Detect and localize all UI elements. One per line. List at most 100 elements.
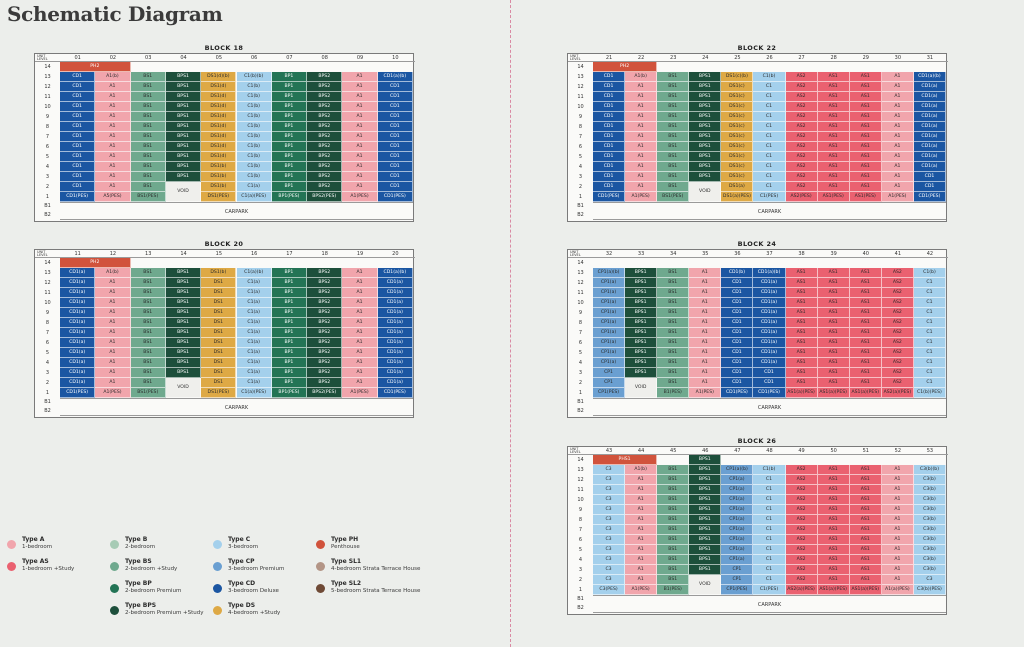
- unit-cell: AS1: [817, 378, 850, 388]
- unit-cell: A1: [881, 495, 914, 505]
- unit-cell: BS1(PES): [130, 388, 166, 398]
- unit-cell: C3: [593, 475, 626, 485]
- unit-cell: CD1: [60, 102, 96, 112]
- unit-cell: B1(PES): [657, 388, 690, 398]
- unit-cell: BS1: [130, 72, 166, 82]
- unit-cell: BS1: [657, 555, 690, 565]
- unit-cell: DS1: [201, 298, 237, 308]
- unit-cell: BPS1: [689, 82, 722, 92]
- unit-cell: C3(b): [913, 535, 946, 545]
- unit-cell: A1: [689, 318, 722, 328]
- unit-cell: C1: [913, 278, 946, 288]
- legend-type-desc: 3-bedroom Deluxe: [228, 588, 279, 594]
- unit-cell: CD1: [60, 122, 96, 132]
- unit-cell: AS1: [817, 545, 850, 555]
- unit-cell: BPS1: [165, 288, 202, 298]
- unit-cell: AS2: [785, 515, 818, 525]
- unit-cell: BS1: [657, 92, 690, 102]
- unit-cell: AS2(a)(PES): [881, 388, 914, 398]
- unit-cell: CD1(a)(b): [377, 268, 413, 278]
- unit-cell: CD1(a): [60, 288, 96, 298]
- unit-cell: A1: [881, 475, 914, 485]
- unit-cell: A1: [95, 348, 131, 358]
- unit-cell: C1: [753, 112, 786, 122]
- unit-cell: DS1(d): [201, 102, 237, 112]
- unit-cell: CD1: [593, 152, 626, 162]
- legend-item-cp: Type CP 3-bedroom Premium: [213, 558, 313, 576]
- unit-cell: A1(a)(PES): [881, 585, 914, 595]
- unit-cell: AS1: [785, 268, 818, 278]
- unit-cell: CP1: [721, 565, 754, 575]
- unit-cell: AS2: [785, 465, 818, 475]
- unit-cell: CD1(PES): [60, 388, 96, 398]
- unit-level-label: UNIT LEVEL: [570, 53, 581, 62]
- unit-cell: BPS2: [307, 142, 343, 152]
- unit-number: 48: [766, 448, 773, 454]
- legend-swatch: [213, 562, 222, 571]
- unit-cell: A1: [625, 535, 658, 545]
- legend-swatch: [110, 606, 119, 615]
- unit-cell: CD1: [593, 122, 626, 132]
- unit-cell: CD1(a): [60, 328, 96, 338]
- unit-cell: CD1(a): [377, 348, 413, 358]
- unit-cell: BS1: [130, 328, 166, 338]
- unit-cell: CP1(a): [593, 278, 626, 288]
- legend-type-desc: 4-bedroom Strata Terrace House: [331, 566, 421, 572]
- unit-cell: C3(b)(b): [913, 465, 946, 475]
- unit-number: 45: [670, 448, 677, 454]
- unit-cell: BS1: [130, 92, 166, 102]
- legend-type-desc: 3-bedroom Premium: [228, 566, 285, 572]
- unit-cell: BPS1: [689, 172, 722, 182]
- unit-number: 21: [605, 55, 613, 61]
- unit-cell: AS1: [849, 475, 882, 485]
- unit-cell: CD1(a): [377, 318, 413, 328]
- unit-cell: CP1(a): [721, 555, 754, 565]
- unit-cell: AS1: [817, 465, 850, 475]
- unit-cell: A1(b): [95, 72, 131, 82]
- level-label: 3: [578, 370, 583, 376]
- unit-cell: C1: [753, 92, 786, 102]
- unit-cell: BP1: [271, 358, 308, 368]
- unit-cell: C3: [593, 485, 626, 495]
- unit-cell: BPS2: [307, 102, 343, 112]
- unit-cell: A1: [881, 122, 914, 132]
- unit-cell: C1(a): [236, 338, 272, 348]
- unit-cell: CD1: [377, 182, 413, 192]
- unit-cell: AS1: [849, 308, 882, 318]
- unit-cell: CD1: [593, 182, 626, 192]
- legend-type-desc: 5-bedroom Strata Terrace House: [331, 588, 421, 594]
- legend-type-desc: 2-bedroom: [125, 544, 156, 550]
- level-label: 10: [44, 104, 51, 110]
- unit-cell: BPS1: [689, 112, 722, 122]
- unit-number: 02: [109, 55, 117, 61]
- void-cell: VOID: [625, 378, 658, 398]
- unit-cell: C1: [753, 102, 786, 112]
- unit-cell: A1: [625, 92, 658, 102]
- unit-cell: BPS1: [689, 535, 722, 545]
- unit-cell: AS1(a)(PES): [785, 388, 818, 398]
- level-label: 9: [578, 114, 583, 120]
- unit-cell: BP1: [271, 112, 308, 122]
- level-label: 13: [577, 74, 584, 80]
- unit-cell: C3: [593, 575, 626, 585]
- unit-cell: A1: [881, 485, 914, 495]
- basement-level-label: B2: [577, 408, 584, 414]
- unit-cell: A1: [881, 132, 914, 142]
- unit-cell: BPS2(PES): [307, 192, 343, 202]
- unit-number: 29: [862, 55, 869, 61]
- unit-cell: AS1: [817, 142, 850, 152]
- level-label: 7: [45, 330, 50, 336]
- unit-cell: A1: [881, 162, 914, 172]
- penthouse-cell: PH2: [60, 62, 131, 72]
- unit-cell: C1: [913, 348, 946, 358]
- page-title: Schematic Diagram: [7, 2, 223, 26]
- unit-cell: CD1: [753, 368, 786, 378]
- unit-cell: AS1: [849, 565, 882, 575]
- unit-cell: DS1(d): [201, 92, 237, 102]
- unit-cell: BP1: [271, 308, 308, 318]
- legend-type-name: Type SL2: [331, 580, 362, 587]
- block-block-24: BLOCK 24 UNIT LEVEL 32 33 34 35 36 37 38 39 40 41 42 1…: [567, 240, 948, 418]
- unit-cell: AS1: [849, 465, 882, 475]
- carpark-label: CARPARK: [60, 398, 413, 416]
- block-title: BLOCK 24: [737, 240, 777, 248]
